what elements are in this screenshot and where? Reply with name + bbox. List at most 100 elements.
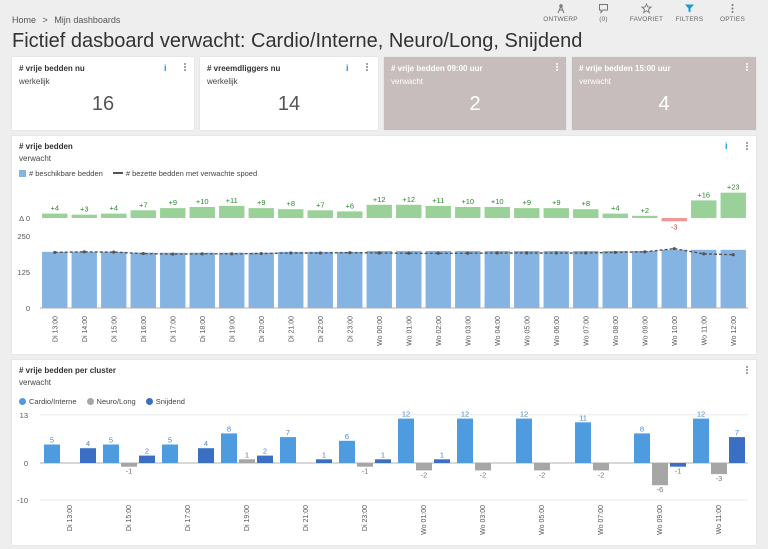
delta-bar <box>661 218 687 222</box>
x-tick-label: Wo 05:00 <box>524 316 531 346</box>
kpi-value: 2 <box>469 93 481 115</box>
comment-icon <box>599 4 608 14</box>
occupied-point <box>436 251 440 255</box>
delta-label: +12 <box>402 195 415 204</box>
delta-bar <box>337 211 363 218</box>
occupied-point <box>141 251 145 256</box>
delta-label: +11 <box>432 196 444 205</box>
cluster-bar <box>80 448 96 463</box>
delta-label: +11 <box>226 196 238 205</box>
cluster-bar-label: 8 <box>227 424 231 433</box>
comments-button[interactable]: (0) <box>582 3 625 23</box>
cluster-bar <box>121 463 137 467</box>
x-tick-label: Wo 08:00 <box>613 316 620 346</box>
legend-item-neuro[interactable]: Neuro/Long <box>86 397 136 406</box>
legend-item-available[interactable]: # beschikbare bedden <box>19 169 103 178</box>
available-bar <box>602 250 628 308</box>
x-tick-label: Wo 02:00 <box>436 316 443 346</box>
cluster-bar-label: 12 <box>697 410 705 419</box>
available-bar <box>278 251 304 308</box>
available-bar <box>307 251 333 308</box>
legend-swatch <box>112 172 123 174</box>
breadcrumb-home[interactable]: Home <box>12 15 37 25</box>
available-bar <box>71 251 97 308</box>
cluster-bar-label: 12 <box>402 410 410 419</box>
breadcrumb-current[interactable]: Mijn dashboards <box>54 15 121 25</box>
more-icon <box>731 4 734 13</box>
cluster-bar <box>44 444 60 463</box>
chart-menu-icon[interactable] <box>745 365 749 375</box>
legend-swatch <box>19 170 26 177</box>
x-tick-label: Wo 03:00 <box>465 316 472 346</box>
cluster-bar <box>162 444 178 463</box>
available-bar <box>573 250 599 308</box>
x-tick-label: Wo 01:00 <box>421 505 428 535</box>
available-bar <box>661 249 687 308</box>
delta-label: +6 <box>345 201 354 210</box>
delta-label: -3 <box>671 222 678 231</box>
legend-label: Cardio/Interne <box>29 397 77 406</box>
delta-bar <box>632 215 658 218</box>
x-tick-label: Di 20:00 <box>259 316 266 342</box>
cluster-bar-label: -2 <box>421 470 428 479</box>
x-tick-label: Wo 10:00 <box>672 316 679 346</box>
cluster-bar <box>475 463 491 471</box>
favorite-button[interactable]: FAVORIET <box>625 3 668 23</box>
cluster-bar <box>457 418 473 463</box>
delta-bar <box>602 213 628 218</box>
card-menu-icon[interactable] <box>555 62 559 72</box>
cluster-bar <box>375 459 391 463</box>
kpi-value: 4 <box>658 93 670 115</box>
delta-label: +10 <box>196 197 209 206</box>
cluster-bar-label: 4 <box>204 439 208 448</box>
x-tick-label: Di 15:00 <box>111 316 118 342</box>
breadcrumb-separator: > <box>42 15 48 25</box>
filters-button[interactable]: FILTERS <box>668 3 711 23</box>
cluster-bar-label: 7 <box>735 428 739 437</box>
available-bar <box>720 249 746 308</box>
card-menu-icon[interactable] <box>365 62 369 72</box>
breadcrumb: Home > Mijn dashboards <box>12 15 124 25</box>
occupied-point <box>112 250 116 254</box>
x-tick-label: Di 15:00 <box>126 505 133 531</box>
legend-item-cardio[interactable]: Cardio/Interne <box>19 397 77 406</box>
delta-bar <box>573 209 599 218</box>
cluster-bar <box>139 455 155 463</box>
x-tick-label: Wo 01:00 <box>406 316 413 346</box>
toolbar: ONTWERP (0) FAVORIET FILTERS OPTIES <box>539 3 754 23</box>
card-menu-icon[interactable] <box>745 62 749 72</box>
cluster-bar-label: -1 <box>675 467 682 476</box>
info-icon[interactable]: i <box>164 63 167 73</box>
occupied-point <box>377 251 381 255</box>
y-tick-label: -10 <box>17 496 28 505</box>
chart-legend: Cardio/Interne Neuro/Long Snijdend <box>19 397 185 406</box>
design-button[interactable]: ONTWERP <box>539 3 582 23</box>
delta-label: +7 <box>139 200 148 209</box>
occupied-point <box>82 250 86 254</box>
cluster-bar-label: -2 <box>480 470 487 479</box>
cluster-bar-label: 5 <box>109 436 113 445</box>
kpi-subtitle: verwacht <box>391 77 424 86</box>
cluster-bar <box>534 463 550 471</box>
available-bar <box>130 252 156 308</box>
cluster-bar <box>316 459 332 463</box>
x-tick-label: Wo 11:00 <box>701 316 708 345</box>
delta-label: +8 <box>581 199 590 208</box>
cluster-bar <box>652 463 668 486</box>
card-menu-icon[interactable] <box>183 62 187 72</box>
options-label: OPTIES <box>719 16 746 23</box>
delta-bar <box>219 205 245 218</box>
options-button[interactable]: OPTIES <box>711 3 754 23</box>
delta-bar <box>101 213 127 218</box>
legend-item-occupied[interactable]: # bezette bedden met verwachte spoed <box>112 169 257 178</box>
cluster-bar-label: 8 <box>640 424 644 433</box>
kpi-subtitle: verwacht <box>579 77 612 86</box>
info-icon[interactable]: i <box>725 141 728 151</box>
kpi-card-free-beds-now: # vrije bedden nu werkelijk 16 i <box>12 57 194 130</box>
info-icon[interactable]: i <box>346 63 349 73</box>
chart-title: # vrije bedden per cluster <box>19 366 116 375</box>
available-bar <box>514 250 540 308</box>
legend-swatch <box>86 398 94 405</box>
legend-item-snijdend[interactable]: Snijdend <box>145 397 185 406</box>
chart-menu-icon[interactable] <box>745 141 749 151</box>
